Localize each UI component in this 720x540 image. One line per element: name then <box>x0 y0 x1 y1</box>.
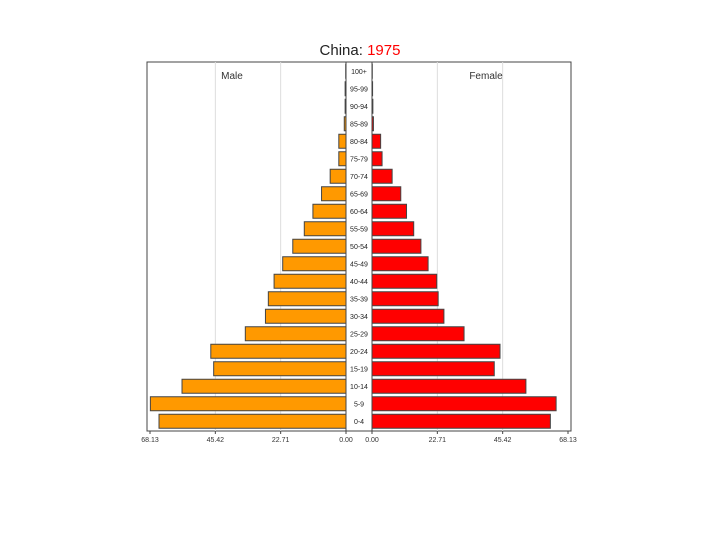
bar-male-95-99 <box>344 81 347 97</box>
tick-label-right-1: 22.71 <box>429 437 447 444</box>
age-label-65-69: 65-69 <box>350 191 368 198</box>
age-label-40-44: 40-44 <box>350 279 368 286</box>
male-side-label: Male <box>221 71 243 82</box>
age-group-labels: 0-4 5-9 10-14 15-19 20-24 25-29 30-34 35-39 40-4… <box>350 69 368 426</box>
bar-male-15-19 <box>213 361 347 377</box>
bar-male-35-39 <box>267 291 347 307</box>
age-label-80-84: 80-84 <box>350 139 368 146</box>
bar-female-20-24 <box>371 343 501 359</box>
age-label-20-24: 20-24 <box>350 349 368 356</box>
bar-female-65-69 <box>371 186 402 202</box>
bar-male-60-64 <box>312 203 347 219</box>
age-label-45-49: 45-49 <box>350 261 368 268</box>
bar-male-70-74 <box>329 168 347 184</box>
bar-female-90-94 <box>371 98 374 114</box>
bar-male-10-14 <box>181 378 347 394</box>
bars <box>149 63 557 429</box>
age-label-35-39: 35-39 <box>350 296 368 303</box>
bar-male-5-9 <box>149 396 347 412</box>
age-label-95-99: 95-99 <box>350 86 368 93</box>
bar-male-45-49 <box>282 256 347 272</box>
bar-female-0-4 <box>371 413 551 429</box>
age-label-55-59: 55-59 <box>350 226 368 233</box>
bar-female-85-89 <box>371 116 374 132</box>
bar-female-10-14 <box>371 378 527 394</box>
bar-male-80-84 <box>338 133 347 149</box>
bar-male-25-29 <box>244 326 347 342</box>
bar-female-95-99 <box>371 81 374 97</box>
bar-male-0-4 <box>158 413 347 429</box>
bar-male-20-24 <box>210 343 347 359</box>
tick-label-left-3: 0.00 <box>339 437 353 444</box>
bar-female-55-59 <box>371 221 415 237</box>
bar-male-90-94 <box>344 98 347 114</box>
bar-male-85-89 <box>343 116 347 132</box>
x-axis-ticks: 68.13 45.42 22.71 0.00 0.00 22.71 45.42 68.13 <box>141 431 577 444</box>
female-side-label: Female <box>469 71 503 82</box>
bar-female-75-79 <box>371 151 383 167</box>
tick-label-left-0: 68.13 <box>141 437 159 444</box>
age-label-15-19: 15-19 <box>350 366 368 373</box>
age-label-30-34: 30-34 <box>350 314 368 321</box>
bar-female-25-29 <box>371 326 465 342</box>
age-label-50-54: 50-54 <box>350 244 368 251</box>
bar-male-75-79 <box>338 151 347 167</box>
bar-female-60-64 <box>371 203 408 219</box>
age-label-75-79: 75-79 <box>350 156 368 163</box>
bar-female-5-9 <box>371 396 557 412</box>
tick-label-right-0: 0.00 <box>365 437 379 444</box>
bar-male-55-59 <box>303 221 347 237</box>
age-label-0-4: 0-4 <box>354 419 364 426</box>
bar-male-30-34 <box>264 308 347 324</box>
age-label-60-64: 60-64 <box>350 209 368 216</box>
bar-female-70-74 <box>371 168 393 184</box>
bar-female-35-39 <box>371 291 439 307</box>
bar-female-30-34 <box>371 308 445 324</box>
tick-label-left-1: 45.42 <box>207 437 225 444</box>
tick-label-right-2: 45.42 <box>494 437 512 444</box>
age-label-5-9: 5-9 <box>354 401 364 408</box>
bar-female-40-44 <box>371 273 438 289</box>
age-label-10-14: 10-14 <box>350 384 368 391</box>
tick-label-right-3: 68.13 <box>559 437 577 444</box>
bar-male-50-54 <box>292 238 347 254</box>
age-label-70-74: 70-74 <box>350 174 368 181</box>
age-label-85-89: 85-89 <box>350 121 368 128</box>
chart-title: China: 1975 <box>320 42 401 59</box>
chart-title-country: China: <box>320 42 368 59</box>
tick-label-left-2: 22.71 <box>272 437 290 444</box>
age-label-90-94: 90-94 <box>350 104 368 111</box>
bar-male-65-69 <box>321 186 347 202</box>
chart-title-year: 1975 <box>367 42 400 59</box>
bar-male-40-44 <box>273 273 347 289</box>
bar-female-80-84 <box>371 133 382 149</box>
age-label-100+: 100+ <box>351 69 367 76</box>
bar-female-15-19 <box>371 361 495 377</box>
bar-female-50-54 <box>371 238 422 254</box>
age-label-25-29: 25-29 <box>350 331 368 338</box>
bar-female-45-49 <box>371 256 429 272</box>
